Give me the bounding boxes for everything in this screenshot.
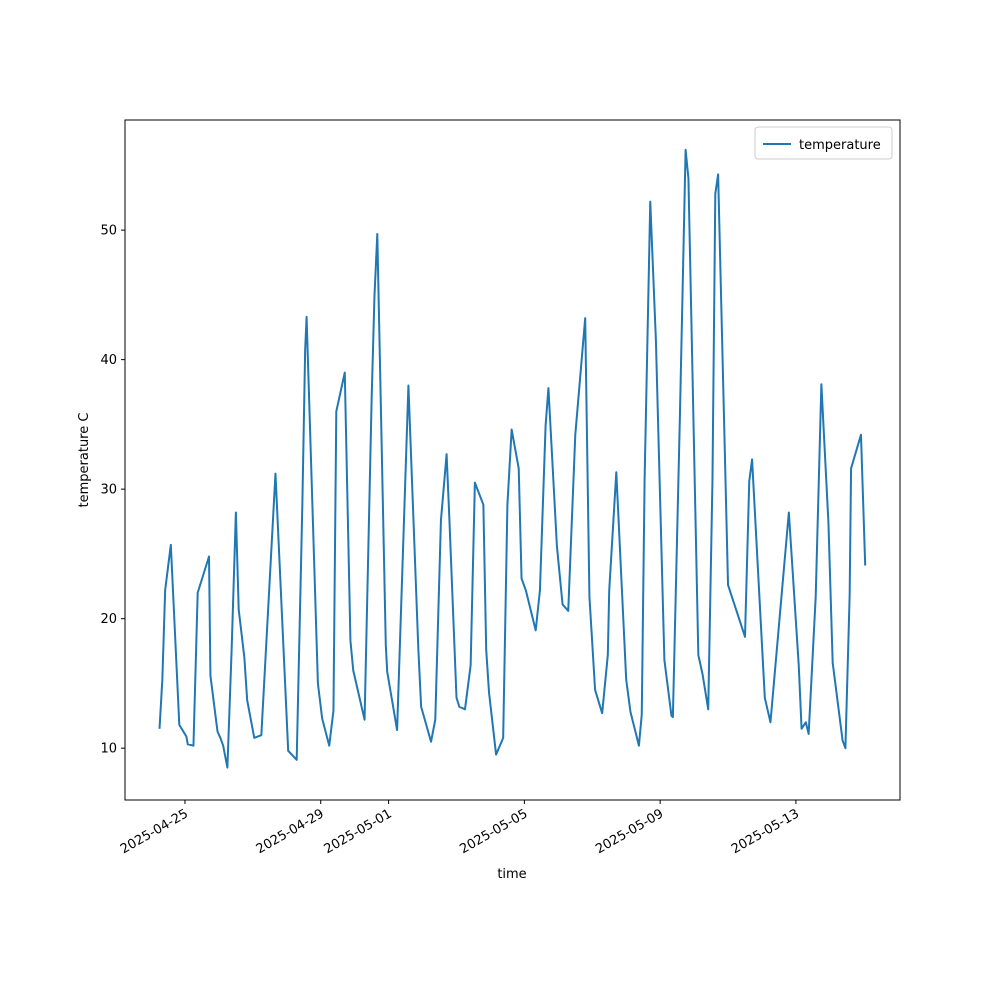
y-tick-label: 30 — [100, 483, 117, 498]
plot-frame — [124, 119, 901, 801]
y-axis-label: temperature C — [77, 413, 92, 508]
y-tick-label: 40 — [100, 353, 117, 368]
legend: temperature — [754, 126, 893, 160]
legend-box — [754, 126, 893, 160]
y-tick-label: 50 — [100, 224, 117, 239]
y-tick-label: 10 — [100, 742, 117, 757]
legend-label: temperature — [799, 138, 881, 153]
line — [158, 148, 867, 769]
x-axis-label: time — [497, 867, 526, 882]
y-tick-label: 20 — [100, 612, 117, 627]
